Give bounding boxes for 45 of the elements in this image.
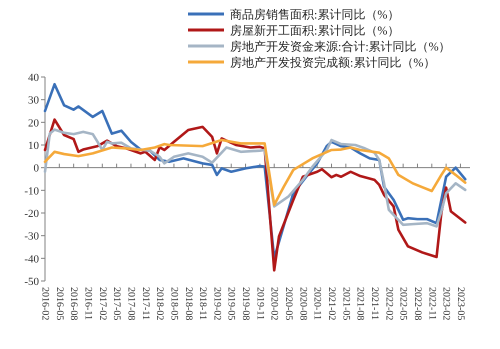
legend-label: 房地产开发投资完成额:累计同比（%） [230,56,436,70]
y-tick-label: 0 [34,162,40,175]
x-tick-label: 2016-11 [82,287,94,320]
x-tick-label: 2016-05 [54,287,65,320]
x-tick-label: 2021-08 [354,287,366,320]
y-tick-label: 30 [28,94,40,107]
x-tick-label: 2016-02 [40,287,50,320]
x-tick-label: 2019-08 [240,287,252,320]
y-tick-label: -20 [24,208,40,220]
x-tick-label: 2018-05 [168,287,180,320]
x-tick-label: 2022-05 [398,287,409,320]
y-tick-label: -10 [24,185,40,198]
x-tick-label: 2018-02 [154,287,166,320]
y-tick-label: 20 [28,117,40,130]
x-tick-label: 2021-05 [340,287,352,320]
x-tick-label: 2018-11 [197,287,208,320]
x-tick-label: 2022-08 [412,287,423,320]
x-tick-label: 2017-11 [140,287,151,320]
x-tick-label: 2022-11 [426,287,438,320]
x-tick-label: 2021-02 [326,287,338,320]
x-tick-label: 2017-08 [125,287,136,320]
x-tick-label: 2020-11 [312,287,323,320]
y-tick-label: 10 [28,140,40,152]
x-tick-label: 2023-02 [440,287,452,320]
x-tick-label: 2020-08 [297,287,308,320]
line-series [44,138,467,206]
x-tick-label: 2016-08 [68,287,80,320]
legend-label: 房屋新开工面积:累计同比（%） [230,24,400,38]
y-tick-label: -50 [24,276,40,288]
legend-label: 房地产开发资金来源:合计:累计同比（%） [230,40,451,54]
x-tick-label: 2019-05 [226,287,237,320]
x-tick-label: 2021-11 [368,287,380,320]
y-tick-label: -40 [24,253,40,266]
x-tick-label: 2022-02 [383,287,394,320]
x-tick-label: 2017-05 [111,287,122,320]
legend-label: 商品房销售面积:累计同比（%） [230,8,400,22]
x-tick-label: 2019-11 [254,287,266,320]
x-tick-label: 2018-08 [182,287,194,320]
x-tick-label: 2017-02 [96,287,108,320]
y-tick-label: -30 [24,230,40,243]
x-tick-label: 2020-02 [268,287,280,320]
x-tick-label: 2020-05 [283,287,294,320]
x-tick-label: 2023-05 [454,287,466,320]
x-tick-label: 2019-02 [211,287,222,320]
y-tick-label: 40 [28,72,40,84]
